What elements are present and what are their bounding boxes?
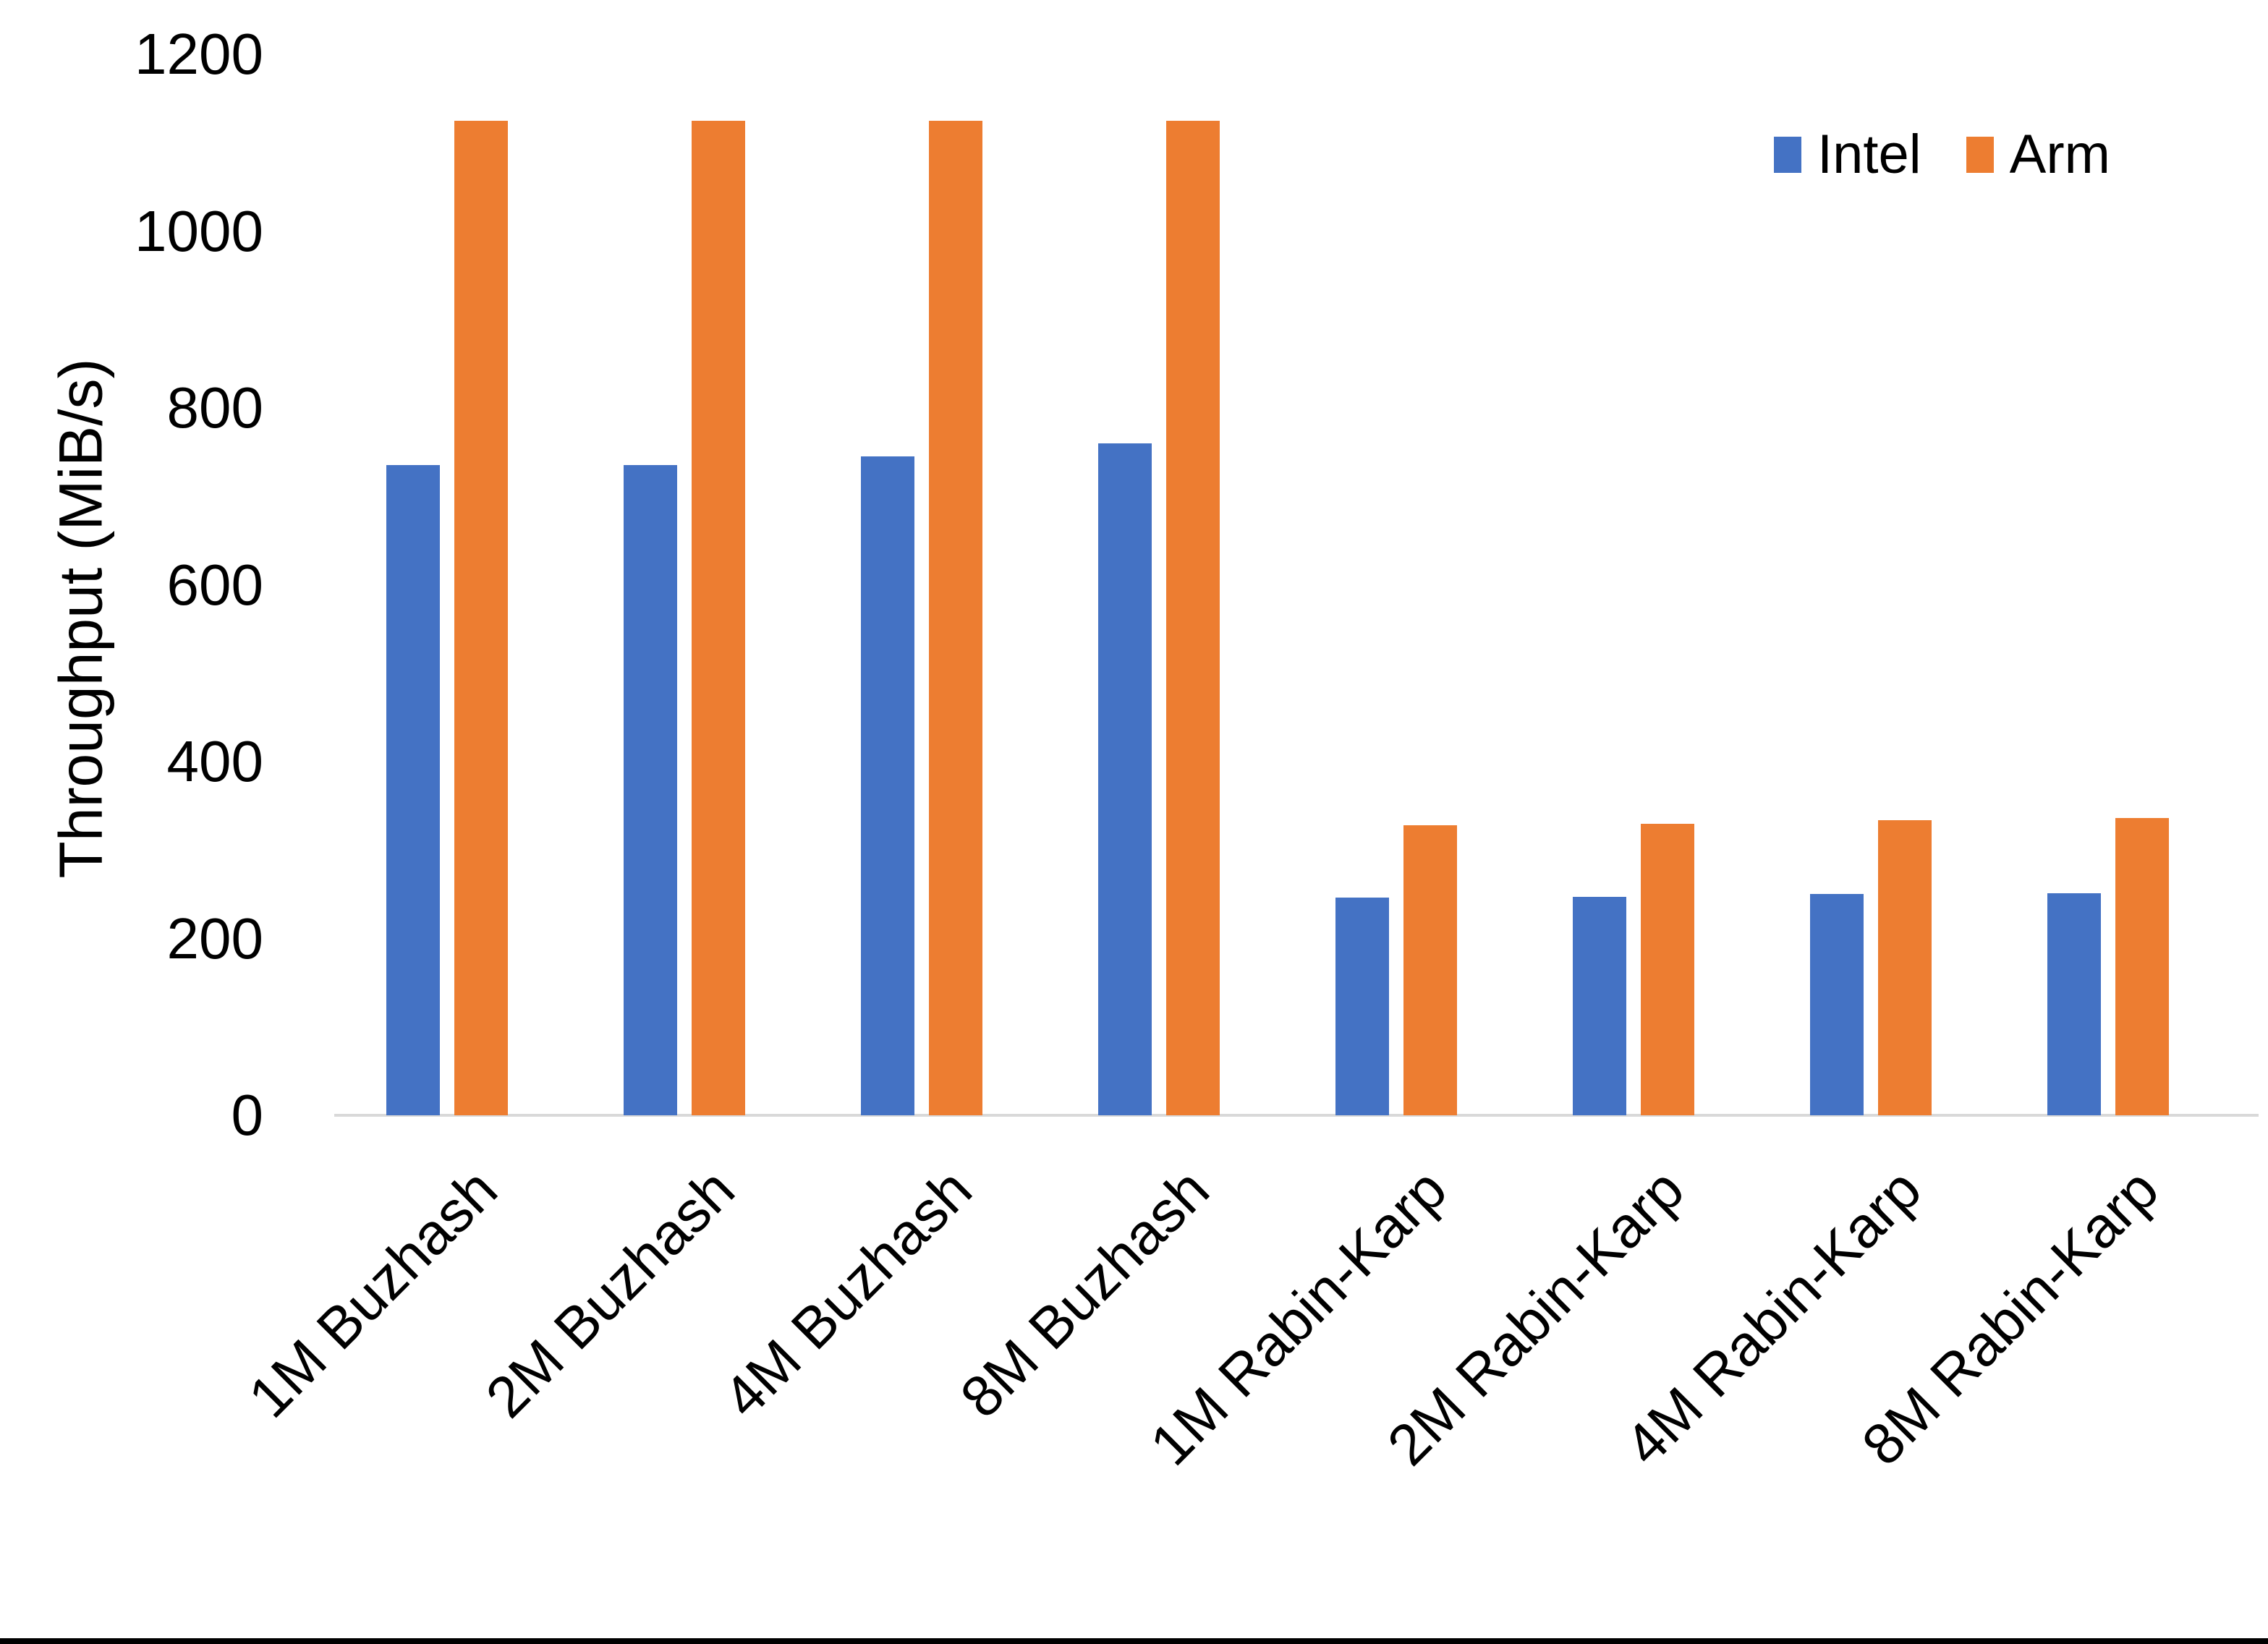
bar-arm-4m-buzhash [929, 121, 982, 1115]
y-tick-label: 0 [231, 1083, 264, 1147]
bar-intel-2m-buzhash [624, 465, 677, 1115]
bar-arm-2m-buzhash [692, 121, 745, 1115]
x-category-label: 2M Buzhash [473, 1157, 747, 1430]
legend-item-intel: Intel [1774, 127, 1921, 182]
bar-intel-2m-rabin-karp [1573, 897, 1626, 1115]
legend-label: Intel [1817, 124, 1921, 185]
bar-intel-4m-rabin-karp [1810, 894, 1864, 1115]
y-tick-label: 800 [166, 375, 263, 440]
bottom-border [0, 1638, 2268, 1644]
y-tick-label: 1200 [135, 22, 263, 86]
bar-arm-2m-rabin-karp [1641, 824, 1694, 1115]
bar-intel-1m-rabin-karp [1335, 898, 1389, 1115]
bar-arm-4m-rabin-karp [1878, 820, 1932, 1115]
bar-arm-1m-buzhash [454, 121, 508, 1115]
y-tick-label: 600 [166, 552, 263, 617]
y-tick-label: 1000 [135, 198, 263, 263]
bar-intel-8m-buzhash [1098, 443, 1152, 1115]
legend-swatch-intel [1774, 137, 1801, 173]
bar-arm-8m-buzhash [1166, 121, 1220, 1115]
y-axis-title: Throughput (MiB/s) [46, 358, 115, 879]
legend: Intel Arm [1774, 127, 2110, 182]
legend-label: Arm [2009, 124, 2110, 185]
bar-intel-4m-buzhash [861, 456, 914, 1115]
bar-intel-1m-buzhash [386, 465, 440, 1115]
legend-swatch-arm [1966, 137, 1994, 173]
legend-item-arm: Arm [1966, 127, 2110, 182]
bar-arm-8m-rabin-karp [2115, 818, 2169, 1115]
x-category-label: 4M Buzhash [710, 1157, 985, 1430]
bar-intel-8m-rabin-karp [2047, 893, 2101, 1115]
bar-arm-1m-rabin-karp [1403, 825, 1457, 1115]
x-axis-line [334, 1114, 2259, 1117]
x-category-label: 1M Buzhash [236, 1157, 510, 1430]
y-tick-label: 200 [166, 906, 263, 971]
y-tick-label: 400 [166, 729, 263, 793]
